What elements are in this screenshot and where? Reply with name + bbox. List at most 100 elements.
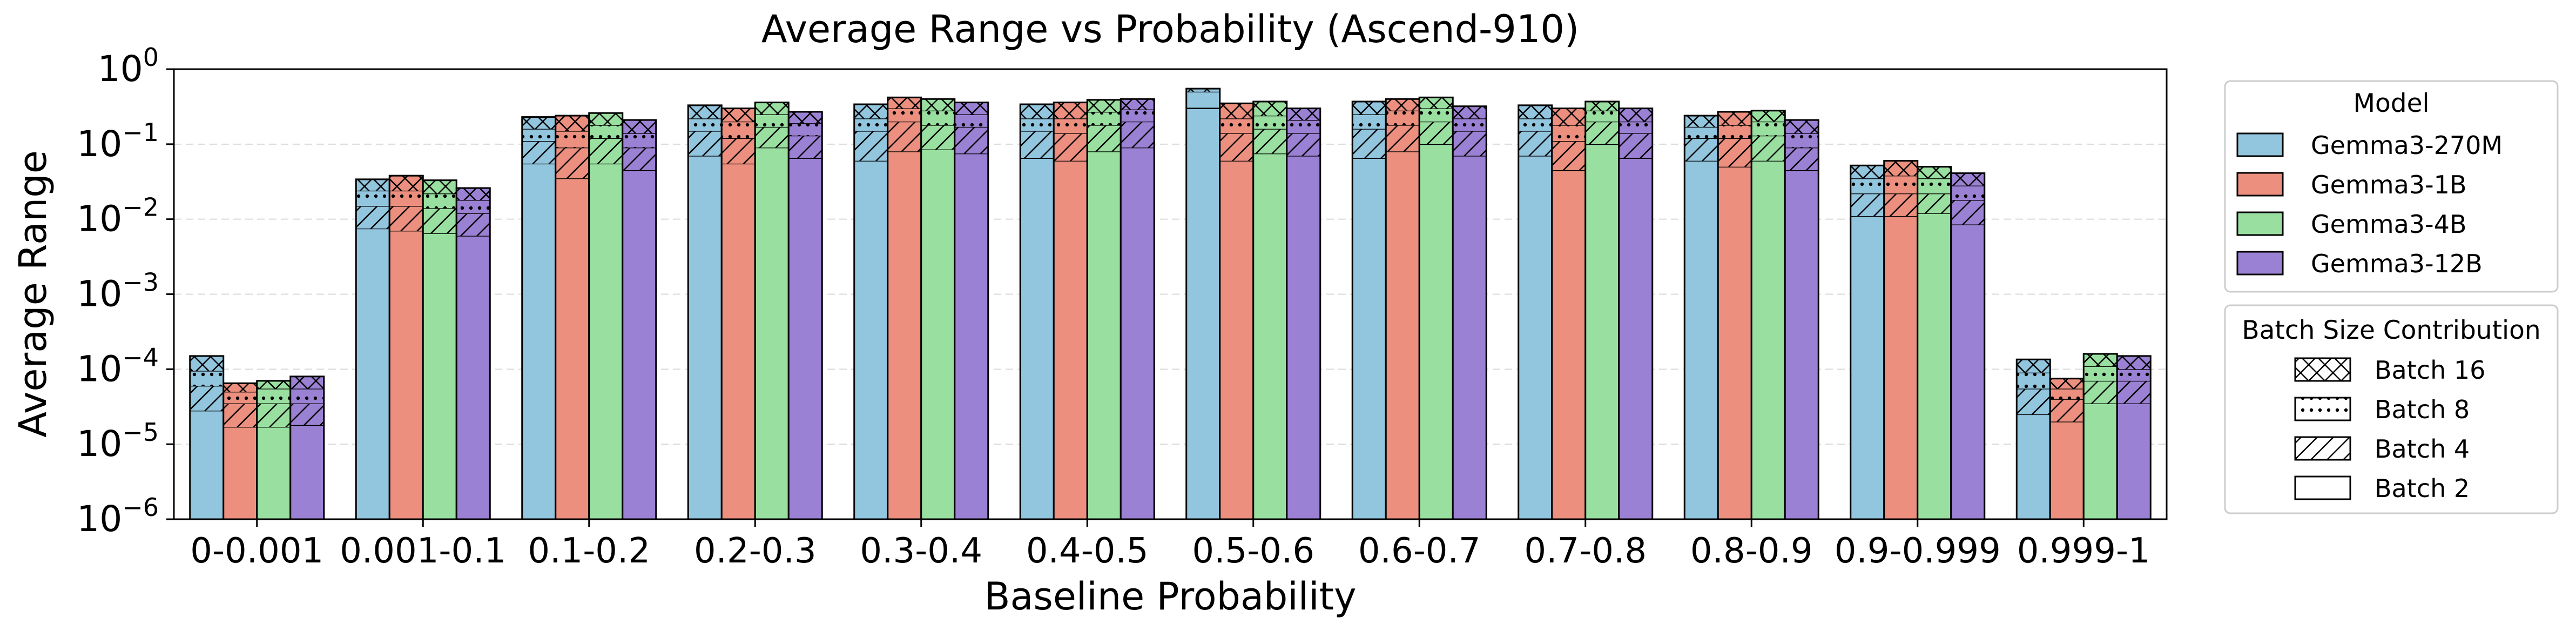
bar-segment-color (1552, 170, 1586, 519)
bar-segment-color (1219, 160, 1253, 520)
bar-segment-hatch (589, 125, 623, 138)
bar-segment-hatch (1121, 99, 1155, 110)
batch-legend-swatch (2294, 475, 2351, 500)
bar-segment-hatch (1684, 138, 1718, 161)
bar-segment-hatch (522, 129, 556, 142)
x-tick-label: 0.5-0.6 (1192, 531, 1314, 571)
batch-legend-items: Batch 16 Batch 8 Batch 4 Batch 2 (2294, 356, 2485, 503)
bar-segment-hatch (1850, 193, 1884, 216)
bar-segment-hatch (1718, 111, 1752, 125)
bar-segment-hatch (2050, 378, 2084, 389)
bar-segment-hatch (1453, 118, 1487, 131)
bar-segment-hatch (1785, 147, 1819, 170)
bar-segment-color (1718, 166, 1752, 519)
bar-segment-hatch (854, 118, 888, 131)
bar-segment-hatch (1186, 89, 1220, 92)
bar-segment-hatch (1884, 193, 1918, 216)
bar-segment-hatch (223, 392, 257, 404)
bar-segment-hatch (2050, 388, 2084, 399)
bar-segment-hatch (1352, 101, 1386, 115)
bar-segment-hatch (2083, 366, 2118, 381)
bar-segment-hatch (1087, 125, 1121, 152)
bar-segment-color (2083, 403, 2118, 519)
model-legend-items: Gemma3-270M Gemma3-1B Gemma3-4B Gemma3-12B (2236, 131, 2503, 278)
bar-segment-hatch (1020, 118, 1054, 131)
bar-segment-hatch (1054, 118, 1088, 133)
bar-segment-color (1020, 158, 1054, 519)
bar-segment-hatch (1386, 110, 1420, 125)
model-legend-label: Gemma3-270M (2311, 131, 2503, 160)
bar-segment-hatch (555, 116, 589, 131)
bar-segment-hatch (688, 118, 722, 131)
bar-segment-hatch (1352, 114, 1386, 129)
bars-layer (189, 88, 2152, 520)
bar-segment-hatch (1419, 108, 1453, 122)
bar-segment-hatch (423, 193, 457, 209)
bar-segment-color (423, 233, 457, 520)
bar-segment-color (1951, 224, 1985, 519)
x-tick-label: 0.9-0.999 (1835, 531, 2001, 571)
bar-segment-hatch (721, 138, 756, 164)
bar-segment-hatch (788, 136, 822, 158)
bar-segment-hatch (2083, 380, 2118, 404)
bar-segment-hatch (1054, 133, 1088, 161)
x-tick-label: 0.001-0.1 (340, 531, 506, 571)
y-tick-label: 10−1 (77, 118, 159, 165)
bar-segment-color (721, 163, 756, 519)
bar-segment-hatch (2083, 353, 2118, 366)
bar-segment-hatch (290, 388, 324, 404)
model-legend-swatch (2236, 251, 2284, 276)
bar-segment-hatch (1619, 122, 1653, 133)
bar-segment-hatch (688, 105, 722, 119)
bar-segment-hatch (1054, 102, 1088, 119)
bar-segment-hatch (356, 179, 390, 191)
batch-legend-frame (2224, 304, 2559, 514)
bar-segment-color (921, 149, 955, 519)
bar-segment-hatch (1453, 131, 1487, 156)
bar-segment-color (1619, 158, 1653, 519)
bar-segment-hatch (887, 108, 921, 122)
bar-segment-hatch (2017, 388, 2051, 414)
batch-legend-label: Batch 4 (2375, 434, 2470, 464)
bar-segment-hatch (1585, 122, 1619, 144)
bar-segment-hatch (755, 102, 789, 115)
bar-segment-hatch (2117, 356, 2151, 370)
model-legend-title: Model (2353, 89, 2429, 118)
bar-segment-hatch (2017, 372, 2051, 389)
bar-segment-hatch (1552, 108, 1586, 125)
chart-title: Average Range vs Probability (Ascend-910… (761, 7, 1579, 51)
bar-segment-hatch (854, 104, 888, 119)
bar-segment-color (2117, 403, 2151, 519)
bar-segment-hatch (1253, 101, 1287, 116)
bar-segment-hatch (1386, 99, 1420, 111)
bar-segment-color (1884, 216, 1918, 519)
bar-segment-hatch (589, 113, 623, 125)
bar-segment-hatch (1518, 131, 1552, 156)
bar-segment-hatch (954, 126, 988, 154)
bar-segment-hatch (954, 114, 988, 127)
bar-segment-color (1518, 156, 1552, 520)
bar-segment-hatch (1785, 133, 1819, 148)
bar-segment-hatch (1286, 108, 1320, 120)
bar-segment-hatch (1850, 178, 1884, 194)
bar-segment-hatch (1121, 109, 1155, 122)
bar-segment-color (1419, 144, 1453, 519)
bar-segment-color (589, 163, 623, 519)
y-tick-label: 10−2 (77, 193, 159, 240)
bar-segment-hatch (1951, 173, 1985, 186)
x-tick-label: 0-0.001 (190, 531, 323, 571)
y-tick-label: 10−3 (77, 268, 159, 315)
bar-segment-hatch (1253, 116, 1287, 129)
bar-segment-hatch (622, 147, 656, 170)
model-legend-label: Gemma3-1B (2311, 170, 2466, 199)
bar-segment-hatch (1121, 122, 1155, 148)
model-legend-swatch (2236, 211, 2284, 236)
bar-segment-color (1286, 156, 1320, 520)
bar-segment-hatch (1585, 110, 1619, 122)
batch-legend-swatch (2294, 436, 2351, 461)
y-tick-label: 10−5 (77, 418, 159, 465)
bar-segment-hatch (887, 97, 921, 109)
bar-segment-color (788, 158, 822, 519)
